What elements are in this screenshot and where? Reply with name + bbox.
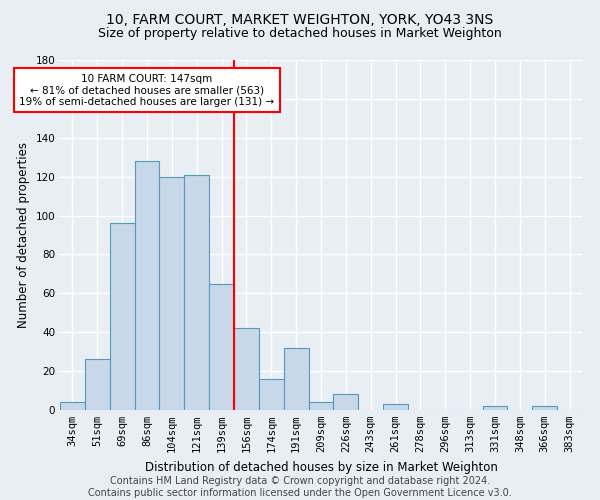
Y-axis label: Number of detached properties: Number of detached properties <box>17 142 30 328</box>
Bar <box>234 328 259 410</box>
Bar <box>284 348 308 410</box>
Bar <box>334 394 358 410</box>
Bar <box>532 406 557 410</box>
Bar <box>308 402 334 410</box>
Bar <box>134 161 160 410</box>
Bar <box>110 224 134 410</box>
Bar <box>60 402 85 410</box>
Bar <box>209 284 234 410</box>
Bar <box>184 174 209 410</box>
Bar <box>85 360 110 410</box>
Text: 10, FARM COURT, MARKET WEIGHTON, YORK, YO43 3NS: 10, FARM COURT, MARKET WEIGHTON, YORK, Y… <box>106 12 494 26</box>
X-axis label: Distribution of detached houses by size in Market Weighton: Distribution of detached houses by size … <box>145 460 497 473</box>
Bar <box>383 404 408 410</box>
Bar <box>259 379 284 410</box>
Text: 10 FARM COURT: 147sqm
← 81% of detached houses are smaller (563)
19% of semi-det: 10 FARM COURT: 147sqm ← 81% of detached … <box>19 74 275 107</box>
Bar <box>482 406 508 410</box>
Text: Contains HM Land Registry data © Crown copyright and database right 2024.
Contai: Contains HM Land Registry data © Crown c… <box>88 476 512 498</box>
Text: Size of property relative to detached houses in Market Weighton: Size of property relative to detached ho… <box>98 28 502 40</box>
Bar <box>160 176 184 410</box>
